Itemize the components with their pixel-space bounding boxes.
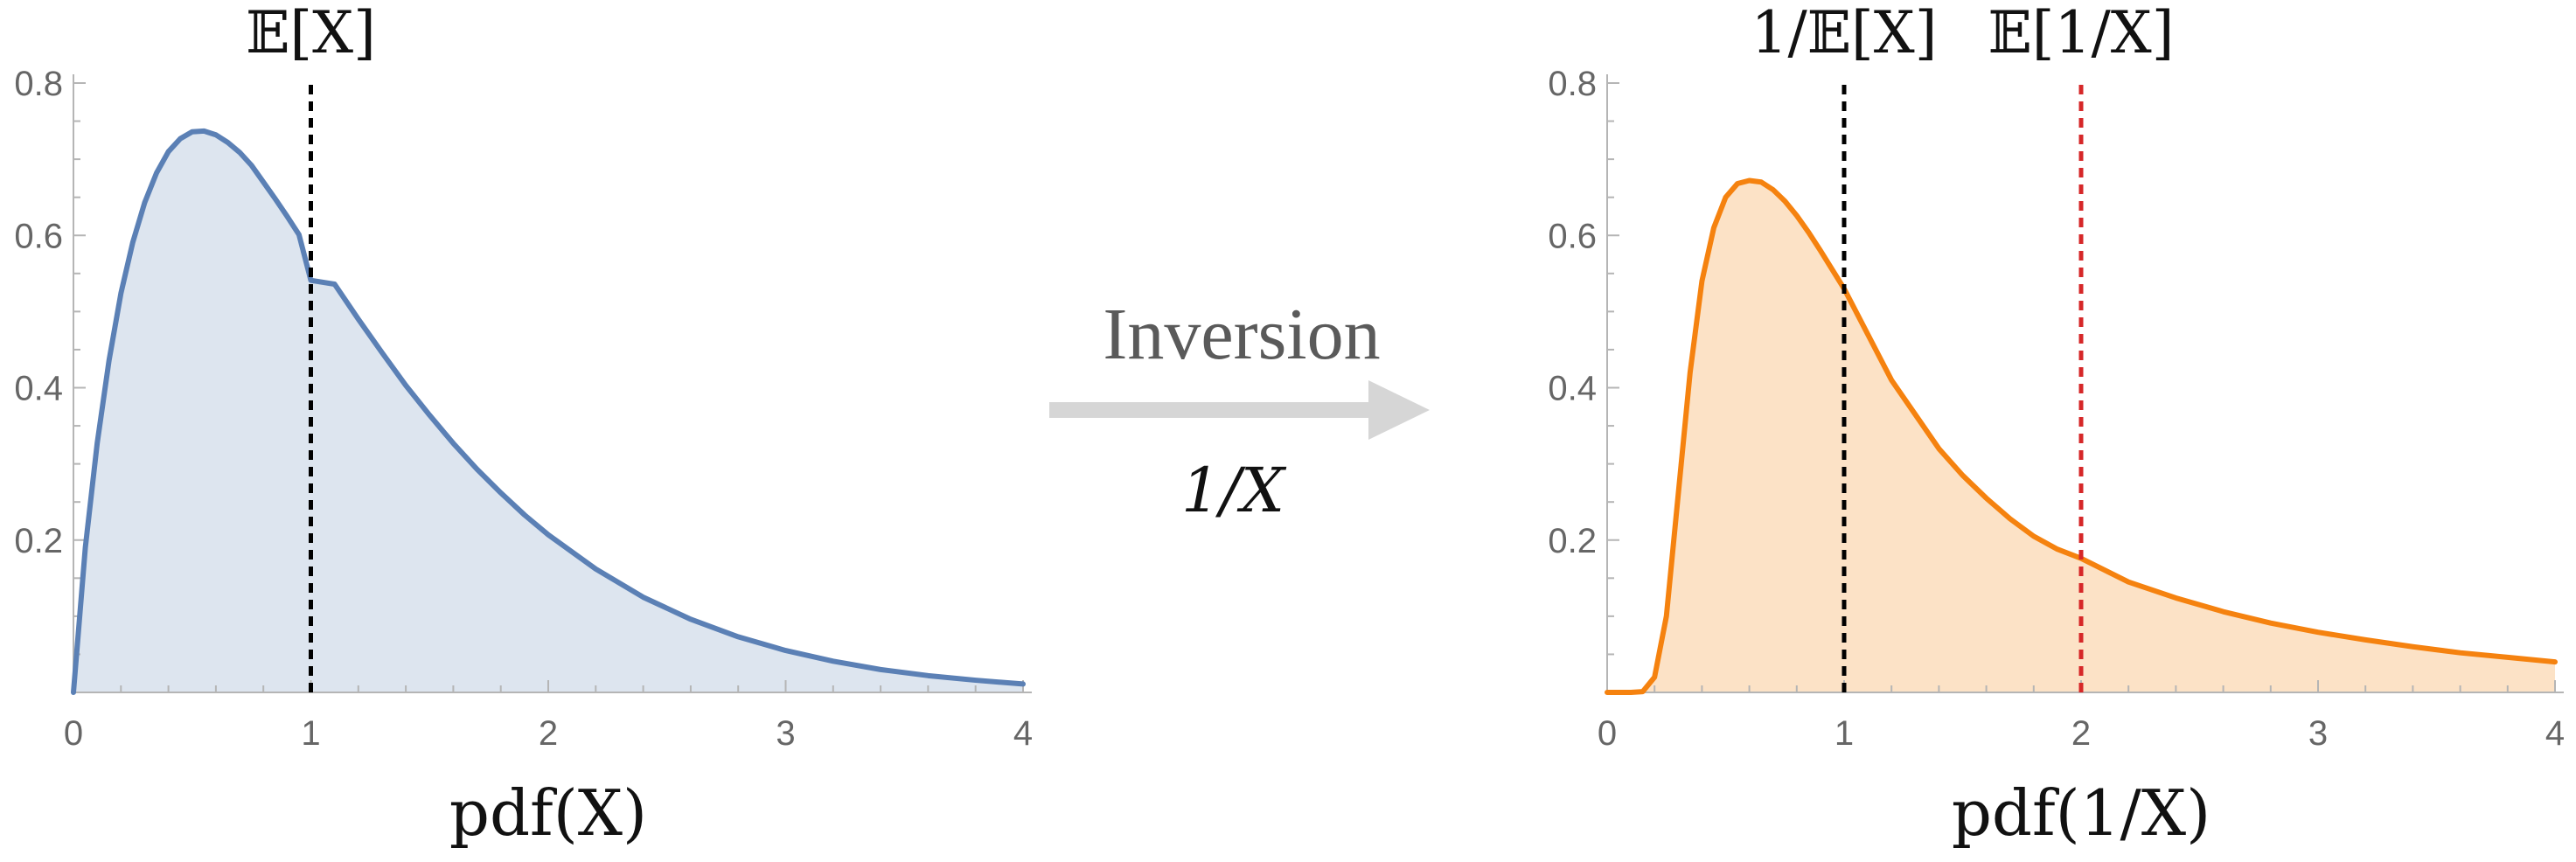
left-area-fill: [73, 130, 1023, 693]
left-y-tick-label: 0.2: [14, 522, 63, 560]
left-x-tick-label: 3: [776, 714, 795, 753]
right-x-tick-label: 2: [2071, 714, 2091, 753]
right-y-tick-label: 0.4: [1548, 370, 1597, 408]
right-reference-label-1: 1/𝔼[X]: [1751, 0, 1937, 66]
inversion-arrow-group: Inversion 1/X: [1049, 294, 1430, 526]
left-reference-label-1: 𝔼[X]: [246, 0, 376, 66]
left-y-tick-label: 0.6: [14, 217, 63, 255]
right-y-tick-label: 0.2: [1548, 522, 1597, 560]
right-y-tick-label: 0.6: [1548, 217, 1597, 255]
right-y-tick-label: 0.8: [1548, 65, 1597, 103]
left-y-tick-label: 0.8: [14, 65, 63, 103]
inversion-formula: 1/X: [1181, 455, 1287, 526]
left-density-curve: [71, 128, 1026, 695]
left-x-tick-label: 1: [301, 714, 320, 753]
right-x-tick-label: 0: [1598, 714, 1617, 753]
right-x-tick-label: 4: [2545, 714, 2565, 753]
right-x-tick-label: 3: [2308, 714, 2328, 753]
arrow-shaft: [1049, 402, 1373, 418]
left-x-tick-label: 4: [1013, 714, 1033, 753]
left-x-tick-label: 0: [64, 714, 83, 753]
right-chart-caption: pdf(1/X): [1952, 776, 2210, 850]
arrow-head-icon: [1368, 380, 1430, 440]
right-chart-panel: 0 1 2 3 4 0.2 0.4 0.6 0.8 1/𝔼[X] 𝔼[1/X] pdf(1/X): [1548, 0, 2565, 850]
left-chart-panel: 0 1 2 3 4 0.2 0.4 0.6 0.8 𝔼[X] pdf(X): [14, 0, 1033, 850]
left-x-tick-label: 2: [539, 714, 558, 753]
right-x-tick-label: 1: [1835, 714, 1854, 753]
left-chart-caption: pdf(X): [449, 776, 647, 850]
right-reference-label-2: 𝔼[1/X]: [1988, 0, 2174, 66]
inversion-title: Inversion: [1103, 294, 1380, 375]
right-density-curve: [1605, 177, 2558, 695]
left-y-tick-label: 0.4: [14, 370, 63, 408]
